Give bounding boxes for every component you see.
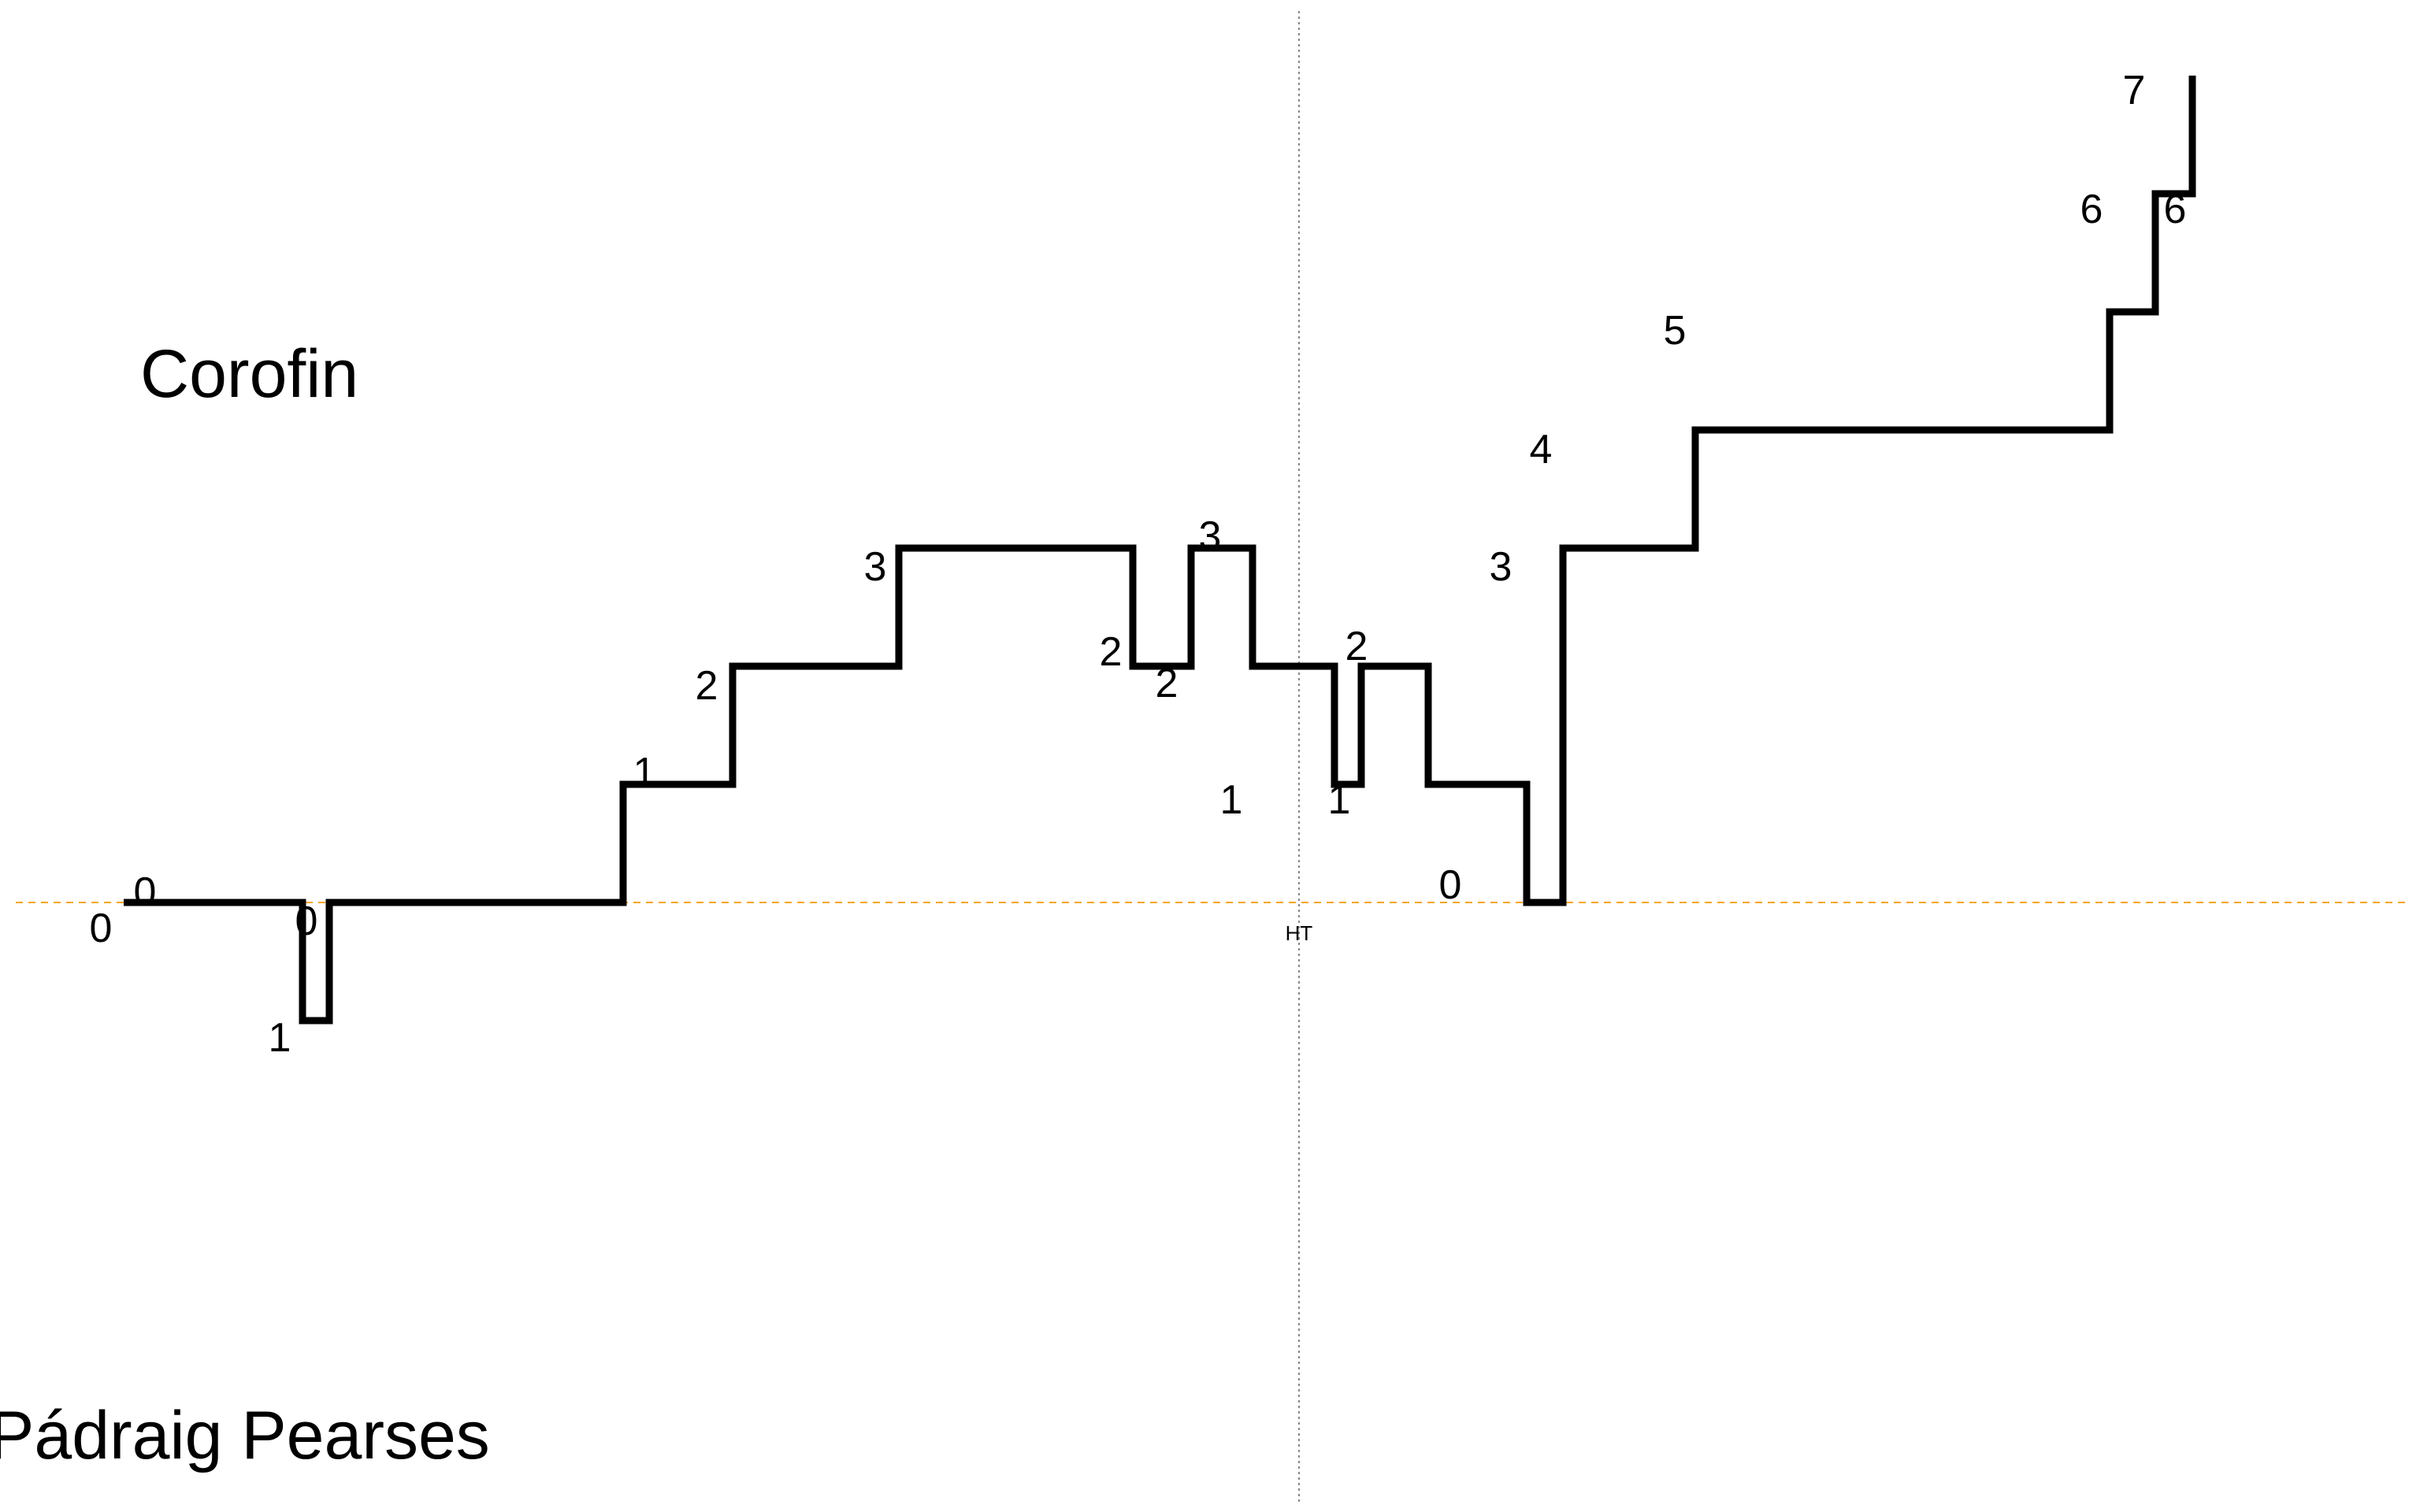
score-label: 6 <box>2080 187 2103 232</box>
score-label: 2 <box>1345 624 1368 669</box>
score-label: 1 <box>633 750 656 795</box>
score-label: 6 <box>2164 187 2187 232</box>
team-label-top: Corofin <box>140 336 359 412</box>
score-label: 3 <box>864 544 887 590</box>
halftime-label: HT <box>1286 921 1313 945</box>
score-label: 5 <box>1664 308 1687 354</box>
score-label: 1 <box>269 1015 291 1061</box>
team-label-bottom: Pádraig Pearses <box>0 1398 490 1473</box>
score-label: 2 <box>696 663 718 709</box>
score-label: 0 <box>90 906 113 951</box>
score-label: 0 <box>1439 862 1462 908</box>
score-label: 2 <box>1156 661 1178 706</box>
score-label: 3 <box>1490 544 1512 590</box>
score-label: 0 <box>134 869 157 915</box>
score-margin-line <box>124 76 2196 1025</box>
score-label: 1 <box>1328 777 1351 823</box>
score-label: 7 <box>2123 68 2146 113</box>
score-label: 0 <box>295 899 318 944</box>
score-label: 2 <box>1100 629 1123 675</box>
score-label: 4 <box>1530 427 1553 472</box>
score-label: 3 <box>1199 513 1222 559</box>
score-label: 1 <box>1220 777 1243 823</box>
